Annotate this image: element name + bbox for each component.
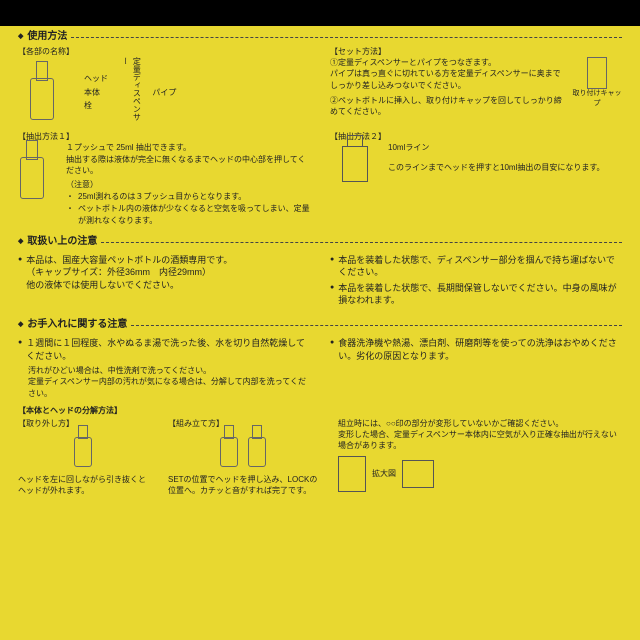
set-header: 【セット方法】 (330, 46, 622, 57)
set-block: 【セット方法】 ①定量ディスペンサーとパイプをつなぎます。 パイプは真っ直ぐに切… (330, 46, 622, 127)
instruction-sheet: 使用方法 【各部の名称】 ヘッド 本体 栓 定量ディスペンサー パイプ 【セット… (0, 0, 640, 640)
parts-header: 【各部の名称】 (18, 46, 310, 57)
label-head: ヘッド (84, 73, 108, 84)
set-line1: ①定量ディスペンサーとパイプをつなぎます。 (330, 57, 564, 68)
cleaning-header: お手入れに関する注意 (18, 318, 622, 332)
ex1-note: （注意） (66, 179, 310, 190)
label-pipe: パイプ (152, 87, 176, 98)
label-body: 本体 (84, 87, 108, 98)
cap-diagram: 取り付けキャップ (572, 57, 622, 109)
assembly-notes: 組立時には、○○印の部分が変形していないかご確認ください。 変形した場合、定量デ… (338, 418, 622, 497)
asm-note2: 変形した場合、定量ディスペンサー本体内に空気が入り正確な抽出が行えない場合があり… (338, 429, 622, 451)
set-line2: パイプは真っ直ぐに切れている方を定量ディスペンサーに奥までしっかり差し込みつない… (330, 68, 564, 90)
assembly-text: SETの位置でヘッドを押し込み、LOCKの位置へ。カチッと音がすれば完了です。 (168, 474, 318, 496)
assembly-header: 【組み立て方】 (168, 418, 318, 429)
cap-label: 取り付けキャップ (572, 89, 622, 109)
c1-line1: 本品は、国産大容量ペットボトルの酒類専用です。 (26, 255, 232, 265)
extract2-block: 【抽出方法２】 10mlライン このラインまでヘッドを押すと10ml抽出の目安に… (330, 131, 622, 227)
ex1-line2: 抽出する際は液体が完全に無くなるまでヘッドの中心部を押してください。 (66, 154, 310, 176)
cleaning-section: お手入れに関する注意 １週間に１回程度、水やぬるま湯で洗った後、水を切り自然乾燥… (18, 318, 622, 497)
ex2-diagram (330, 142, 380, 186)
ex1-note2: ペットボトル内の液体が少なくなると空気を吸ってしまい、定量が測れなくなります。 (78, 203, 310, 225)
extract1-block: 【抽出方法１】 １プッシュで 25ml 抽出できます。 抽出する際は液体が完全に… (18, 131, 310, 227)
removal-block: 【取り外し方】 ヘッドを左に回しながら引き抜くとヘッドが外れます。 (18, 418, 148, 497)
content: 使用方法 【各部の名称】 ヘッド 本体 栓 定量ディスペンサー パイプ 【セット… (18, 30, 622, 497)
cleaning-title: お手入れに関する注意 (27, 318, 127, 332)
m1-line1: １週間に１回程度、水やぬるま湯で洗った後、水を切り自然乾燥してください。 (26, 337, 310, 362)
top-black-bar (0, 0, 640, 26)
m1-line2: 汚れがひどい場合は、中性洗剤で洗ってください。 (28, 365, 310, 376)
handling-title: 取扱い上の注意 (27, 235, 97, 249)
label-dispenser: 定量ディスペンサー (120, 57, 142, 127)
ex1-line1: １プッシュで 25ml 抽出できます。 (66, 142, 310, 153)
handling-header: 取扱い上の注意 (18, 235, 622, 249)
handling-section: 取扱い上の注意 本品は、国産大容量ペットボトルの酒類専用です。 （キャップサイズ：… (18, 235, 622, 310)
c2-line2: 本品を装着した状態で、長期間保管しないでください。中身の風味が損なわれます。 (338, 282, 622, 307)
ex2-line2: このラインまでヘッドを押すと10ml抽出の目安になります。 (388, 162, 622, 173)
usage-header: 使用方法 (18, 30, 622, 44)
usage-section: 使用方法 【各部の名称】 ヘッド 本体 栓 定量ディスペンサー パイプ 【セット… (18, 30, 622, 227)
usage-title: 使用方法 (27, 30, 67, 44)
c1-line3: 他の液体では使用しないでください。 (26, 280, 179, 290)
c1-line2: （キャップサイズ：外径36mm 内径29mm） (26, 267, 211, 277)
assembly-block: 【組み立て方】 SETの位置でヘッドを押し込み、LOCKの位置へ。カチッと音がす… (168, 418, 318, 497)
label-plug: 栓 (84, 100, 108, 111)
ex1-note1: 25ml測れるのは３プッシュ目からとなります。 (78, 191, 246, 202)
m2-line1: 食器洗浄機や熱湯、漂白剤、研磨剤等を使っての洗浄はおやめください。劣化の原因とな… (338, 337, 622, 362)
disassembly-header: 【本体とヘッドの分解方法】 (18, 405, 622, 416)
ex2-header: 【抽出方法２】 (330, 131, 622, 142)
parts-block: 【各部の名称】 ヘッド 本体 栓 定量ディスペンサー パイプ (18, 46, 310, 127)
c2-line1: 本品を装着した状態で、ディスペンサー部分を掴んで持ち運ばないでください。 (338, 254, 622, 279)
ex2-line1: 10mlライン (388, 142, 622, 153)
removal-text: ヘッドを左に回しながら引き抜くとヘッドが外れます。 (18, 474, 148, 496)
ex1-header: 【抽出方法１】 (18, 131, 310, 142)
ex1-diagram (18, 142, 58, 205)
zoom-label: 拡大図 (372, 468, 396, 479)
asm-note1: 組立時には、○○印の部分が変形していないかご確認ください。 (338, 418, 622, 429)
m1-line3: 定量ディスペンサー内部の汚れが気になる場合は、分解して内部を洗ってください。 (28, 376, 310, 398)
set-line3: ②ペットボトルに挿入し、取り付けキャップを回してしっかり締めてください。 (330, 95, 564, 117)
